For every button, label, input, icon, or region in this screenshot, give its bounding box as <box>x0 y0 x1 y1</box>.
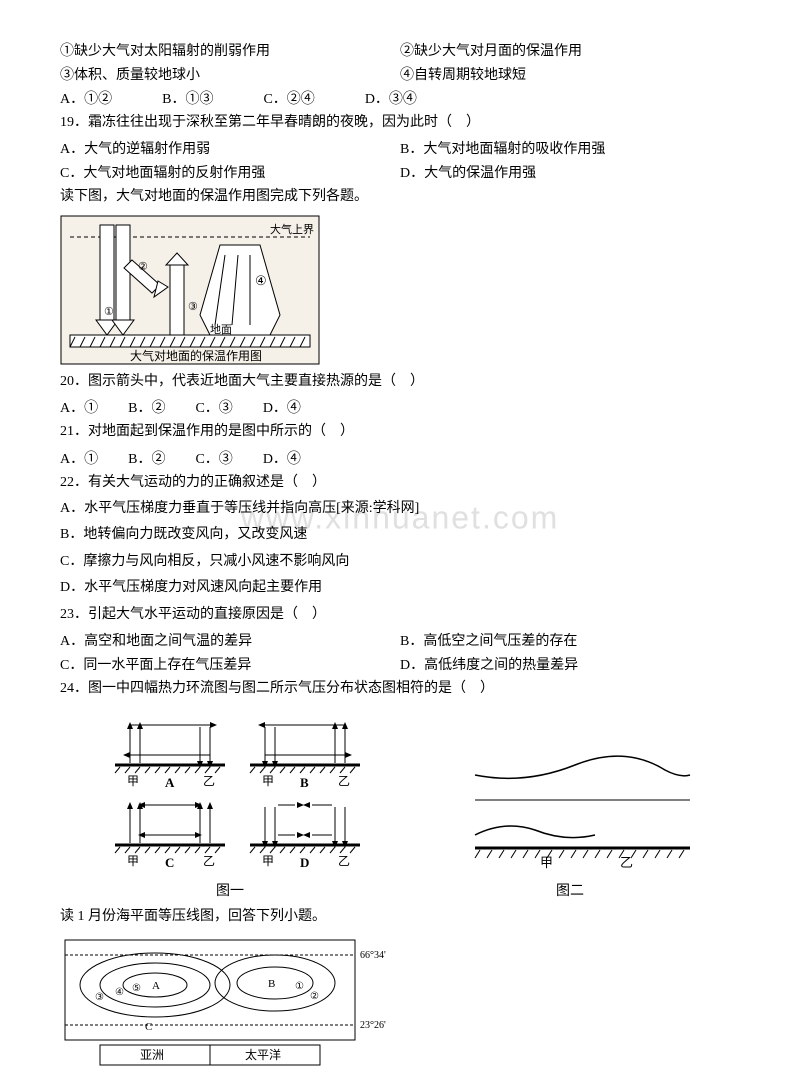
q20-d: D．④ <box>263 397 301 417</box>
svg-text:乙: 乙 <box>620 855 633 870</box>
svg-text:乙: 乙 <box>338 774 350 788</box>
intro1: 读下图，大气对地面的保温作用图完成下列各题。 <box>60 186 740 208</box>
q18-choices: A．①② B．①③ C．②④ D．③④ <box>60 88 740 108</box>
diagram3-container: 66°34' 23°26' A ⑤ ④ ③ C B ① ② 亚洲 太平洋 <box>60 935 740 1070</box>
q18-choice-c: C．②④ <box>263 88 314 108</box>
q19-cd: C．大气对地面辐射的反射作用强 D．大气的保温作用强 <box>60 162 740 182</box>
svg-text:C: C <box>145 1021 152 1033</box>
intro2: 读 1 月份海平面等压线图，回答下列小题。 <box>60 906 740 928</box>
svg-text:甲: 甲 <box>127 774 139 788</box>
q20-a: A．① <box>60 397 98 417</box>
q24-caps: 图一 图二 <box>60 880 740 900</box>
q23-a: A．高空和地面之间气温的差异 <box>60 630 400 650</box>
svg-text:③: ③ <box>188 301 198 313</box>
q21-a: A．① <box>60 448 98 468</box>
q18-opt2: ②缺少大气对月面的保温作用 <box>400 40 740 60</box>
q18-choice-a: A．①② <box>60 88 112 108</box>
svg-text:甲: 甲 <box>540 855 553 870</box>
q20-stem: 20．图示箭头中，代表近地面大气主要直接热源的是（ ） <box>60 371 740 393</box>
diagram1-container: 大气上界 ② ③ ④ ① <box>60 215 740 365</box>
d1-top-label: 大气上界 <box>270 222 314 236</box>
svg-text:②: ② <box>310 991 319 1002</box>
fig1-svg: 甲乙 A 甲乙 B <box>105 710 375 870</box>
q19-d: D．大气的保温作用强 <box>400 162 740 182</box>
q19-c: C．大气对地面辐射的反射作用强 <box>60 162 400 182</box>
svg-text:④: ④ <box>115 987 124 998</box>
q19-stem: 19．霜冻往往出现于深秋至第二年早春晴朗的夜晚，因为此时（ ） <box>60 112 740 134</box>
q23-ab: A．高空和地面之间气温的差异 B．高低空之间气压差的存在 <box>60 630 740 650</box>
svg-text:④: ④ <box>255 273 267 288</box>
fig2-svg: 甲 乙 <box>465 730 695 870</box>
svg-text:①: ① <box>295 981 304 992</box>
q23-stem: 23．引起大气水平运动的直接原因是（ ） <box>60 604 740 626</box>
q18-opts34: ③体积、质量较地球小 ④自转周期较地球短 <box>60 64 740 84</box>
svg-text:⑤: ⑤ <box>132 983 141 994</box>
q22-b: B．地转偏向力既改变风向，又改变风速 <box>60 524 740 546</box>
svg-text:乙: 乙 <box>203 774 215 788</box>
q18-choice-d: D．③④ <box>365 88 417 108</box>
q22-c: C．摩擦力与风向相反，只减小风速不影响风向 <box>60 551 740 573</box>
q18-opt1: ①缺少大气对太阳辐射的削弱作用 <box>60 40 400 60</box>
q19-ab: A．大气的逆辐射作用弱 B．大气对地面辐射的吸收作用强 <box>60 138 740 158</box>
q21-c: C．③ <box>195 448 232 468</box>
q18-opt3: ③体积、质量较地球小 <box>60 64 400 84</box>
q20-choices: A．① B．② C．③ D．④ <box>60 397 740 417</box>
svg-text:甲: 甲 <box>127 854 139 868</box>
d1-caption: 大气对地面的保温作用图 <box>130 348 262 363</box>
q21-b: B．② <box>128 448 165 468</box>
d3-lat2: 23°26' <box>360 1020 386 1031</box>
svg-text:地面: 地面 <box>210 323 232 336</box>
q24-cap1: 图一 <box>216 880 244 900</box>
page-content: ①缺少大气对太阳辐射的削弱作用 ②缺少大气对月面的保温作用 ③体积、质量较地球小… <box>60 40 740 1070</box>
svg-text:B: B <box>268 978 275 990</box>
svg-text:乙: 乙 <box>203 854 215 868</box>
diagram1-svg: 大气上界 ② ③ ④ ① <box>60 215 320 365</box>
q24-figs: 甲乙 A 甲乙 B <box>60 710 740 870</box>
q21-stem: 21．对地面起到保温作用的是图中所示的（ ） <box>60 421 740 443</box>
q23-b: B．高低空之间气压差的存在 <box>400 630 740 650</box>
q24-stem: 24．图一中四幅热力环流图与图二所示气压分布状态图相符的是（ ） <box>60 678 740 700</box>
svg-text:A: A <box>165 775 175 790</box>
svg-text:A: A <box>152 980 160 992</box>
d3-region1: 亚洲 <box>140 1048 164 1062</box>
svg-text:甲: 甲 <box>262 774 274 788</box>
svg-text:①: ① <box>104 306 114 318</box>
q19-a: A．大气的逆辐射作用弱 <box>60 138 400 158</box>
diagram3-svg: 66°34' 23°26' A ⑤ ④ ③ C B ① ② 亚洲 太平洋 <box>60 935 390 1070</box>
q21-choices: A．① B．② C．③ D．④ <box>60 448 740 468</box>
svg-text:B: B <box>300 775 309 790</box>
svg-text:C: C <box>165 855 174 870</box>
q23-cd: C．同一水平面上存在气压差异 D．高低纬度之间的热量差异 <box>60 654 740 674</box>
svg-text:③: ③ <box>95 992 104 1003</box>
q18-opt4: ④自转周期较地球短 <box>400 64 740 84</box>
q22-a: A．水平气压梯度力垂直于等压线并指向高压[来源:学科网] <box>60 498 740 520</box>
svg-text:乙: 乙 <box>338 854 350 868</box>
q19-b: B．大气对地面辐射的吸收作用强 <box>400 138 740 158</box>
d3-region2: 太平洋 <box>245 1047 281 1062</box>
q22-d: D．水平气压梯度力对风速风向起主要作用 <box>60 577 740 599</box>
q20-b: B．② <box>128 397 165 417</box>
q18-opts12: ①缺少大气对太阳辐射的削弱作用 ②缺少大气对月面的保温作用 <box>60 40 740 60</box>
q21-d: D．④ <box>263 448 301 468</box>
svg-text:D: D <box>300 855 309 870</box>
q20-c: C．③ <box>195 397 232 417</box>
svg-text:甲: 甲 <box>262 854 274 868</box>
q18-choice-b: B．①③ <box>162 88 213 108</box>
q22-stem: 22．有关大气运动的力的正确叙述是（ ） <box>60 472 740 494</box>
q24-cap2: 图二 <box>556 880 584 900</box>
svg-text:②: ② <box>138 261 148 273</box>
q23-c: C．同一水平面上存在气压差异 <box>60 654 400 674</box>
d3-lat1: 66°34' <box>360 950 386 961</box>
q23-d: D．高低纬度之间的热量差异 <box>400 654 740 674</box>
